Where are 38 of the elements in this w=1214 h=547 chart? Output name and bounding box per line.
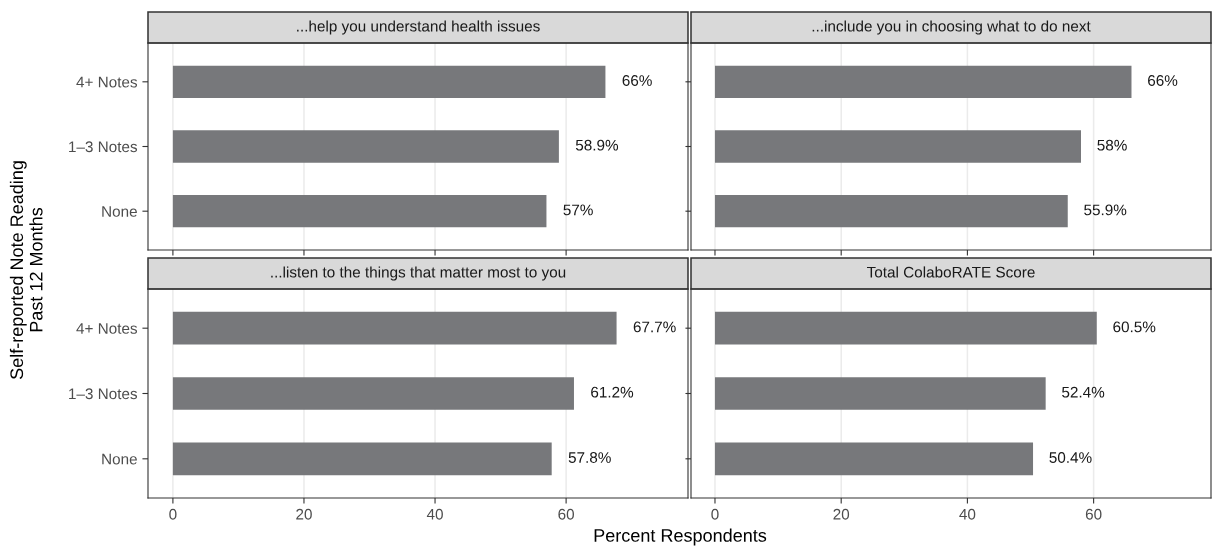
x-tick-label: 0 [169,508,177,520]
bar [714,377,1046,410]
x-axis-title: Percent Respondents [594,528,767,546]
data-label: 60.5% [1113,321,1156,333]
bar [714,311,1097,345]
y-tick-label: 1–3 Notes [69,388,138,400]
x-tick-label: 40 [426,508,443,520]
data-label: 61.2% [591,386,634,398]
data-label: 50.4% [1049,452,1092,463]
x-tick-label: 20 [833,508,850,520]
x-tick-label: 0 [711,508,719,520]
bar [172,377,574,410]
data-label: 66% [622,75,652,86]
chart-title: ...help you understand health issues [297,20,540,35]
y-axis-title: Self-reported Note Reading Past 12 Months [9,161,43,380]
x-tick-label: 40 [959,508,976,520]
x-tick-label: 60 [558,508,575,520]
data-label: 55.9% [1084,204,1127,216]
data-label: 57.8% [568,452,611,463]
chart-title: Total ColaboRATE Score [867,266,1035,278]
x-tick-label: 60 [1085,508,1102,520]
data-label: 67.7% [633,321,676,333]
y-tick-label: 4+ Notes [76,323,138,334]
y-tick-label: 4+ Notes [76,76,138,88]
chart-title: ...listen to the things that matter most to you [271,266,566,281]
y-tick-label: None [102,453,137,465]
data-label: 52.4% [1062,386,1105,398]
data-label: 58.9% [575,139,619,151]
data-label: 57% [563,204,593,216]
bar [172,311,617,345]
y-tick-label: 1–3 Notes [69,141,138,153]
y-tick-label: None [102,206,137,217]
data-label: 58% [1097,139,1127,151]
bar [172,442,552,476]
data-label: 66% [1148,75,1178,86]
x-tick-label: 20 [296,508,312,520]
bar [714,442,1034,476]
chart-title: ...include you in choosing what to do next [812,20,1091,35]
